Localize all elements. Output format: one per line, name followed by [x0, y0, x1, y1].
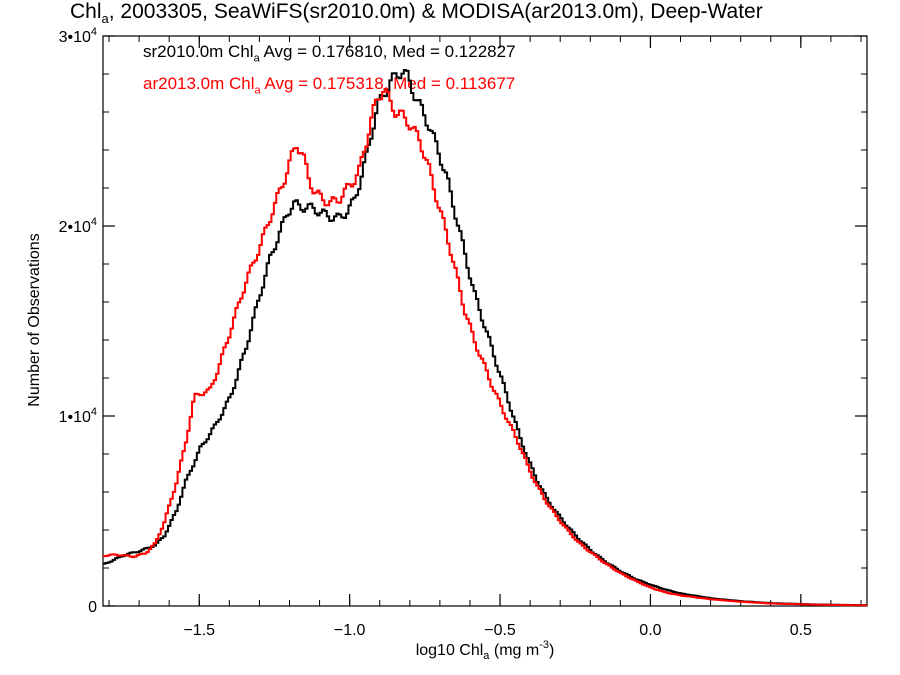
- x-tick-label: −1.0: [334, 622, 366, 639]
- legend-entry-sr2010: sr2010.0m Chla Avg = 0.176810, Med = 0.1…: [143, 42, 516, 65]
- plot-frame: [102, 35, 868, 607]
- x-tick-label: −0.5: [484, 622, 516, 639]
- series-layer: [103, 69, 867, 607]
- series-line-sr2010.0m: [103, 69, 867, 607]
- x-tick-label: 0.0: [639, 622, 661, 639]
- y-axis-title: Number of Observations: [26, 233, 43, 406]
- axis-ticks: [103, 35, 867, 607]
- x-tick-label: −1.5: [183, 622, 215, 639]
- x-axis-title: log10 Chla (mg m-3): [416, 639, 555, 662]
- chart-title: Chla, 2003305, SeaWiFS(sr2010.0m) & MODI…: [70, 0, 763, 27]
- y-tick-label: 0: [88, 599, 97, 616]
- y-tick-label: 2•104: [59, 216, 97, 236]
- tick-labels: −1.5 −1.0 −0.5 0.0 0.5 0 1•104 2•104 3•104: [59, 26, 812, 639]
- x-tick-label: 0.5: [790, 622, 812, 639]
- y-tick-label: 3•104: [59, 26, 97, 46]
- y-tick-label: 1•104: [59, 406, 97, 426]
- series-line-ar2013.0m: [103, 87, 867, 607]
